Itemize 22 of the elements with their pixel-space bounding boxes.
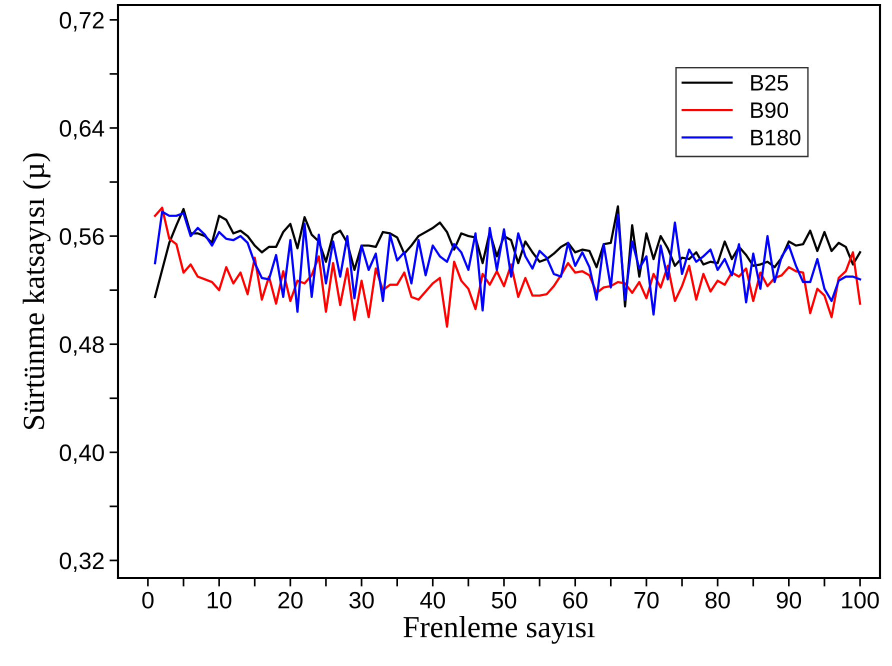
y-tick-label: 0,72 bbox=[60, 12, 104, 32]
x-tick-label: 60 bbox=[563, 592, 588, 609]
y-tick-label: 0,40 bbox=[60, 444, 104, 464]
legend-label: B90 bbox=[751, 102, 788, 118]
x-tick-label: 10 bbox=[208, 592, 232, 609]
x-tick-label: 30 bbox=[349, 592, 374, 609]
x-tick-label: 40 bbox=[420, 592, 445, 609]
x-tick-label: 0 bbox=[142, 592, 154, 609]
x-tick-label: 20 bbox=[278, 592, 303, 609]
y-tick-label: 0,48 bbox=[60, 336, 104, 356]
x-tick-label: 80 bbox=[706, 592, 730, 609]
y-axis-title: Sürtünme katsayısı (µ) bbox=[22, 153, 51, 429]
y-tick-label: 0,32 bbox=[60, 552, 104, 572]
y-tick-label: 0,64 bbox=[60, 120, 104, 140]
x-tick-label: 70 bbox=[634, 592, 659, 609]
y-tick-label: 0,56 bbox=[60, 228, 104, 248]
x-tick-label: 100 bbox=[842, 592, 879, 609]
x-tick-label: 50 bbox=[492, 592, 516, 609]
legend-label: B180 bbox=[751, 130, 800, 146]
x-axis-title: Frenleme sayısı bbox=[404, 616, 595, 644]
legend-label: B25 bbox=[751, 74, 788, 91]
x-tick-label: 90 bbox=[776, 592, 802, 609]
